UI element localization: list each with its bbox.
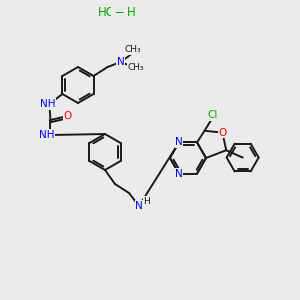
Text: N: N bbox=[117, 57, 124, 67]
Text: N: N bbox=[135, 201, 143, 211]
Text: HCl: HCl bbox=[98, 7, 118, 20]
Text: CH₃: CH₃ bbox=[127, 64, 144, 73]
Text: O: O bbox=[63, 111, 71, 121]
Text: N: N bbox=[175, 169, 183, 178]
Text: NH: NH bbox=[39, 130, 54, 140]
Text: H: H bbox=[127, 7, 135, 20]
Text: CH₃: CH₃ bbox=[124, 46, 141, 55]
Text: Cl: Cl bbox=[208, 110, 218, 120]
Text: N: N bbox=[175, 137, 183, 147]
Text: −: − bbox=[111, 7, 129, 20]
Text: NH: NH bbox=[40, 99, 55, 109]
Text: H: H bbox=[144, 196, 150, 206]
Text: O: O bbox=[218, 128, 226, 138]
